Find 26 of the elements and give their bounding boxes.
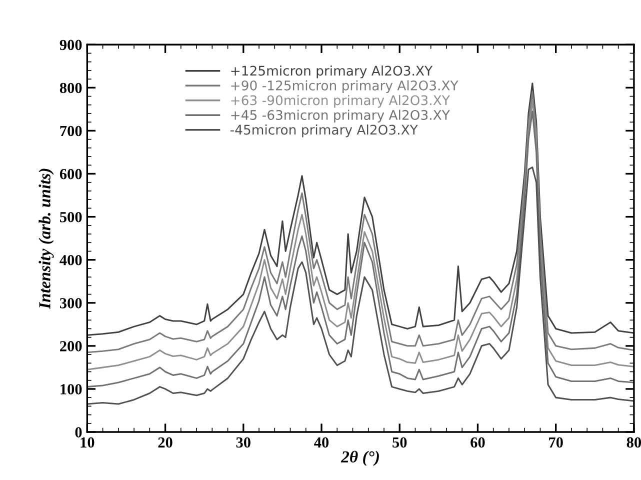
x-tick-label: 20 bbox=[158, 437, 172, 448]
legend-label: -45micron primary Al2O3.XY bbox=[230, 124, 418, 138]
x-tick-label: 80 bbox=[626, 437, 641, 448]
y-tick-label: 0 bbox=[75, 427, 82, 438]
y-tick-label: 100 bbox=[60, 384, 82, 394]
y-tick-label: 400 bbox=[60, 254, 82, 266]
y-tick-label: 700 bbox=[60, 126, 82, 136]
x-tick-label: 10 bbox=[80, 437, 94, 448]
y-tick-label: 900 bbox=[60, 40, 82, 50]
x-tick-label: 50 bbox=[392, 437, 407, 448]
x-tick-label: 40 bbox=[314, 437, 329, 448]
x-tick-label: 70 bbox=[549, 437, 563, 448]
y-tick-label: 600 bbox=[60, 168, 82, 180]
x-tick-label: 60 bbox=[470, 437, 485, 448]
y-tick-label: 500 bbox=[60, 212, 82, 222]
legend-label: +45 -63micron primary Al2O3.XY bbox=[231, 110, 450, 123]
legend-label: +90 -125micron primary Al2O3.XY bbox=[231, 80, 458, 94]
x-axis-title: 2θ (°) bbox=[340, 450, 379, 466]
legend-label: +125micron primary Al2O3.XY bbox=[231, 65, 433, 78]
y-tick-label: 800 bbox=[60, 82, 82, 94]
x-tick-label: 30 bbox=[236, 437, 250, 448]
line-series bbox=[87, 166, 634, 405]
y-tick-label: 200 bbox=[60, 341, 82, 352]
y-axis-title: Intensity (arb. units) bbox=[38, 168, 54, 310]
y-tick-label: 300 bbox=[60, 298, 82, 308]
legend-label: +63 -90micron primary Al2O3.XY bbox=[231, 94, 450, 108]
